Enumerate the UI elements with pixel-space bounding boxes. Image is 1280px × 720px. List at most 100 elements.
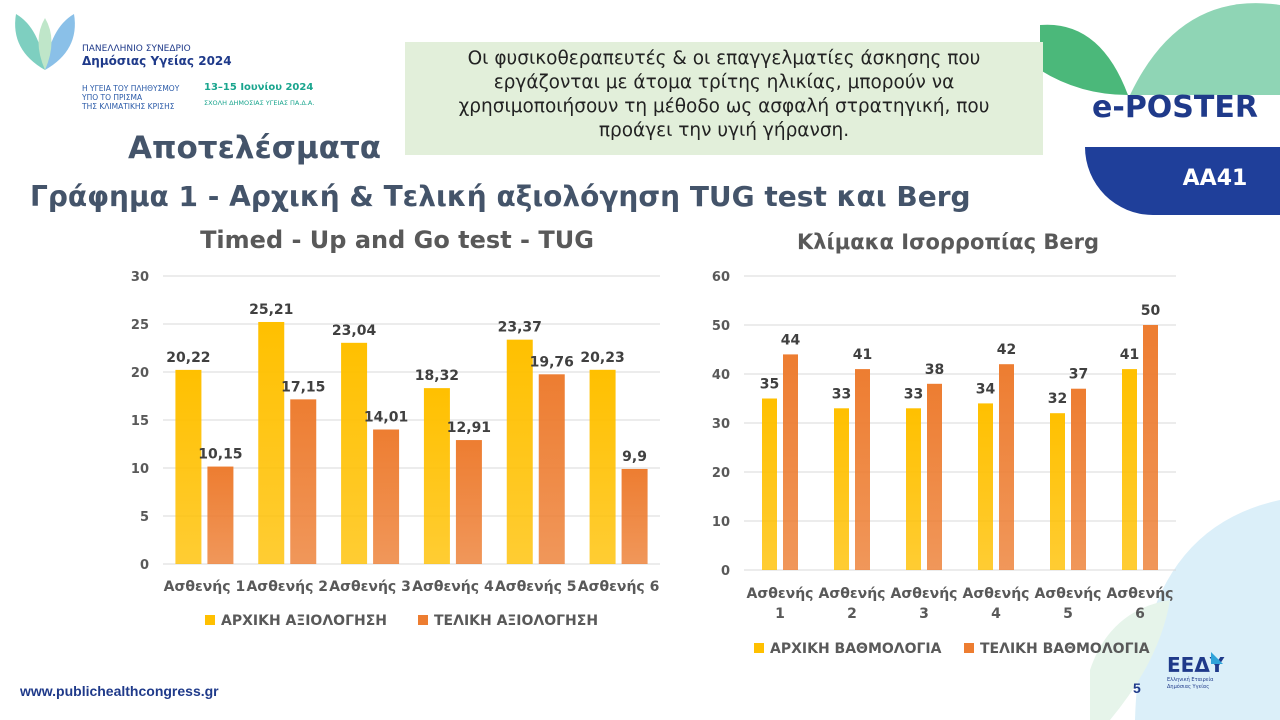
category-label: Ασθενής 3: [329, 579, 411, 595]
y-tick-label: 30: [131, 270, 149, 285]
data-label: 10,15: [198, 447, 242, 463]
data-label: 20,23: [580, 350, 624, 366]
category-label: Ασθενής: [747, 586, 814, 602]
data-label: 44: [781, 332, 801, 348]
poster-code: AA41: [1182, 166, 1248, 191]
lightblue-shape: [1135, 500, 1280, 720]
poster-code-badge: [1085, 147, 1280, 215]
data-label: 41: [1120, 347, 1139, 363]
bar-initial: [834, 408, 849, 570]
data-label: 23,37: [498, 320, 542, 336]
bar-initial: [762, 398, 777, 570]
category-label: Ασθενής: [891, 586, 958, 602]
data-label: 33: [832, 386, 851, 402]
category-label: 5: [1063, 606, 1073, 622]
bar-initial: [258, 321, 285, 564]
theme-line-3: ΤΗΣ ΚΛΙΜΑΤΙΚΗΣ ΚΡΙΣΗΣ: [82, 102, 175, 111]
website-link[interactable]: www.publichealthcongress.gr: [20, 683, 219, 699]
corner-decoration: [1040, 3, 1280, 95]
category-label: Ασθενής: [1035, 586, 1102, 602]
bar-initial: [423, 388, 450, 564]
data-label: 20,22: [166, 350, 210, 366]
data-label: 9,9: [622, 449, 647, 465]
page-number: 5: [1133, 680, 1141, 696]
congress-logo: ΠΑΝΕΛΛΗΝΙΟ ΣΥΝΕΔΡΙΟ Δημόσιας Υγείας 2024…: [10, 10, 340, 120]
legend-label: ΤΕΛΙΚΗ ΒΑΘΜΟΛΟΓΙΑ: [980, 641, 1150, 657]
society-logo-mark: ΕΕΔΥ: [1167, 653, 1225, 677]
category-label: 6: [1135, 606, 1145, 622]
category-label: Ασθενής 1: [164, 579, 246, 595]
data-label: 25,21: [249, 302, 293, 318]
legend-label: ΑΡΧΙΚΗ ΑΞΙΟΛΟΓΗΣΗ: [221, 613, 387, 629]
category-label: 2: [847, 606, 857, 622]
y-tick-label: 0: [721, 564, 730, 579]
legend-swatch-final: [964, 643, 974, 653]
y-tick-label: 5: [140, 510, 149, 525]
y-tick-label: 60: [712, 270, 730, 285]
data-label: 23,04: [332, 323, 377, 339]
bottom-right-decoration: [1090, 500, 1280, 720]
bar-final: [621, 468, 648, 564]
congress-line: ΠΑΝΕΛΛΗΝΙΟ ΣΥΝΕΔΡΙΟ: [82, 44, 191, 54]
pale-green-shape: [1090, 600, 1170, 720]
y-tick-label: 20: [131, 366, 149, 381]
category-label: Ασθενής: [819, 586, 886, 602]
y-tick-label: 25: [131, 318, 149, 333]
legend-label: ΤΕΛΙΚΗ ΑΞΙΟΛΟΓΗΣΗ: [434, 613, 598, 629]
bar-final: [290, 399, 317, 564]
data-label: 50: [1141, 303, 1161, 319]
tug-chart: Timed - Up and Go test - TUG 0 5 10 15 20 25 30…: [131, 226, 660, 629]
data-label: 33: [904, 386, 923, 402]
category-label: Ασθενής 2: [246, 579, 328, 595]
data-label: 34: [976, 381, 996, 397]
congress-name: Δημόσιας Υγείας 2024: [82, 54, 232, 68]
legend-label: ΑΡΧΙΚΗ ΒΑΘΜΟΛΟΓΙΑ: [770, 641, 942, 657]
mint-leaf-shape: [1130, 3, 1280, 95]
bar-initial: [341, 342, 368, 564]
theme-line-1: Η ΥΓΕΙΑ ΤΟΥ ΠΛΗΘΥΣΜΟΥ: [82, 84, 180, 93]
bar-initial: [1122, 369, 1137, 570]
leaf-logo-icon: [15, 14, 75, 70]
bar-initial: [978, 403, 993, 570]
congress-venue: ΣΧΟΛΗ ΔΗΜΟΣΙΑΣ ΥΓΕΙΑΣ ΠΑ.Δ.Α.: [204, 99, 315, 107]
eposter-label: e-POSTER: [1092, 90, 1258, 125]
y-tick-label: 0: [140, 558, 149, 573]
category-label: Ασθενής 6: [578, 579, 660, 595]
category-label: 1: [775, 606, 785, 622]
bar-final: [927, 383, 942, 570]
green-leaf-shape: [1040, 24, 1128, 95]
bar-initial: [506, 339, 533, 564]
data-label: 18,32: [415, 368, 459, 384]
category-label: 4: [991, 606, 1001, 622]
category-label: Ασθενής 5: [495, 579, 577, 595]
data-label: 41: [853, 347, 872, 363]
bar-final: [373, 429, 400, 564]
y-tick-label: 40: [712, 368, 730, 383]
y-tick-label: 15: [131, 414, 149, 429]
legend-swatch-initial: [754, 643, 764, 653]
data-label: 35: [760, 377, 779, 393]
bar-final: [999, 364, 1014, 570]
bar-final: [855, 369, 870, 570]
chart-title: Timed - Up and Go test - TUG: [200, 226, 594, 254]
y-tick-label: 50: [712, 319, 730, 334]
berg-chart: Κλίμακα Ισορροπίας Berg01020304050603544…: [712, 230, 1176, 657]
y-tick-label: 10: [712, 515, 730, 530]
bar-final: [1071, 388, 1086, 570]
y-tick-label: 30: [712, 417, 730, 432]
legend-swatch-final: [418, 615, 428, 625]
society-logo: ΕΕΔΥ Ελληνική Εταιρεία Δημόσιας Υγείας: [1167, 652, 1225, 690]
bar-final: [1143, 325, 1158, 570]
conclusion-box: Οι φυσικοθεραπευτές & οι επαγγελματίες ά…: [405, 42, 1043, 155]
results-title: Αποτελέσματα: [128, 130, 382, 166]
bar-final: [207, 466, 234, 564]
data-label: 32: [1048, 391, 1067, 407]
category-label: 3: [919, 606, 929, 622]
bar-final: [538, 374, 565, 564]
y-tick-label: 20: [712, 466, 730, 481]
data-label: 42: [997, 342, 1016, 358]
chart-title: Κλίμακα Ισορροπίας Berg: [797, 230, 1099, 254]
bar-final: [783, 354, 798, 570]
data-label: 19,76: [530, 354, 574, 370]
bar-final: [455, 440, 482, 564]
